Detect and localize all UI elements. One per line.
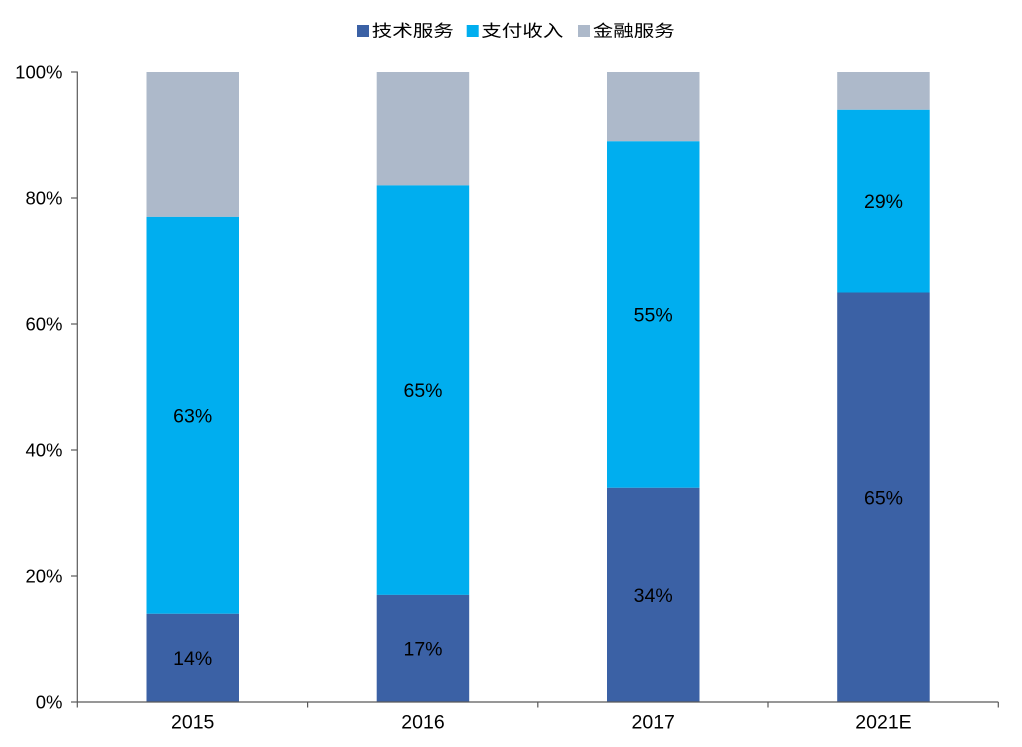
svg-text:2017: 2017	[632, 711, 675, 733]
svg-text:65%: 65%	[403, 380, 442, 402]
svg-text:55%: 55%	[634, 305, 673, 327]
svg-text:65%: 65%	[864, 487, 903, 509]
svg-text:20%: 20%	[25, 566, 62, 587]
svg-text:100%: 100%	[15, 62, 62, 83]
svg-text:2016: 2016	[401, 711, 444, 733]
svg-text:0%: 0%	[36, 692, 63, 713]
svg-text:34%: 34%	[634, 585, 673, 607]
svg-text:29%: 29%	[864, 191, 903, 213]
svg-text:63%: 63%	[173, 405, 212, 427]
svg-text:2015: 2015	[171, 711, 215, 733]
svg-text:80%: 80%	[25, 188, 62, 209]
svg-text:17%: 17%	[403, 639, 442, 661]
svg-text:14%: 14%	[173, 648, 212, 670]
svg-text:60%: 60%	[25, 314, 62, 335]
svg-text:40%: 40%	[25, 440, 62, 461]
svg-text:2021E: 2021E	[855, 711, 911, 733]
